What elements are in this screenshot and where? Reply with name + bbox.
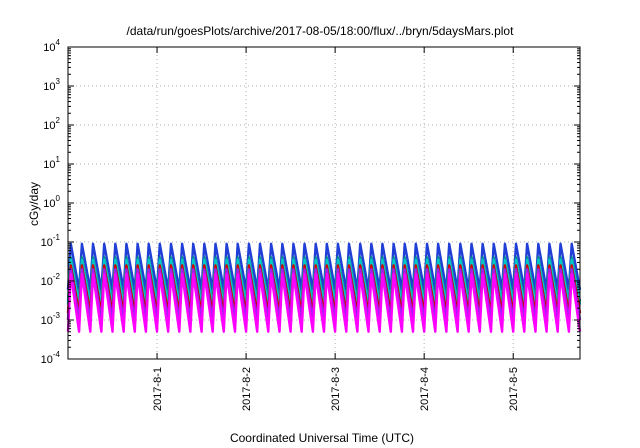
y-tick-exponent: -1 [53, 233, 61, 242]
y-tick-label: 104 [43, 38, 60, 54]
y-tick-exponent: 2 [56, 116, 61, 125]
y-axis-label: cGy/day [27, 182, 41, 226]
y-tick-label: 10-4 [41, 350, 61, 366]
y-tick-base: 10 [43, 81, 55, 93]
x-tick-label: 2017-8-2 [241, 367, 253, 411]
y-tick-exponent: -3 [53, 311, 61, 320]
x-ticks: 2017-8-1 2017-8-2 2017-8-3 2017-8-4 2017-8-5 [152, 47, 520, 411]
y-tick-exponent: 1 [56, 155, 61, 164]
y-tick-label: 10-2 [41, 272, 61, 288]
chart-title: /data/run/goesPlots/archive/2017-08-05/1… [127, 24, 515, 38]
y-tick-exponent: -4 [53, 350, 61, 359]
x-tick-label: 2017-8-4 [419, 367, 431, 411]
y-tick-label: 100 [43, 194, 60, 210]
y-tick-base: 10 [41, 276, 53, 288]
x-tick-label: 2017-8-5 [508, 367, 520, 411]
series-line [66, 272, 582, 333]
y-tick-label: 102 [43, 116, 60, 132]
x-axis-label: Coordinated Universal Time (UTC) [230, 431, 414, 445]
y-tick-exponent: 0 [56, 194, 61, 203]
series-layer [66, 242, 582, 333]
y-tick-base: 10 [43, 159, 55, 171]
y-tick-base: 10 [43, 42, 55, 54]
x-tick-label: 2017-8-3 [330, 367, 342, 411]
y-tick-base: 10 [43, 198, 55, 210]
y-tick-base: 10 [41, 315, 53, 327]
y-tick-exponent: -2 [53, 272, 61, 281]
y-tick-exponent: 4 [56, 38, 61, 47]
y-tick-base: 10 [41, 237, 53, 249]
y-tick-label: 10-3 [41, 311, 61, 327]
y-tick-base: 10 [43, 120, 55, 132]
y-tick-exponent: 3 [56, 77, 61, 86]
y-tick-label: 101 [43, 155, 60, 171]
x-tick-label: 2017-8-1 [152, 367, 164, 411]
y-tick-label: 10-1 [41, 233, 61, 249]
y-tick-label: 103 [43, 77, 60, 93]
y-tick-base: 10 [41, 354, 53, 366]
